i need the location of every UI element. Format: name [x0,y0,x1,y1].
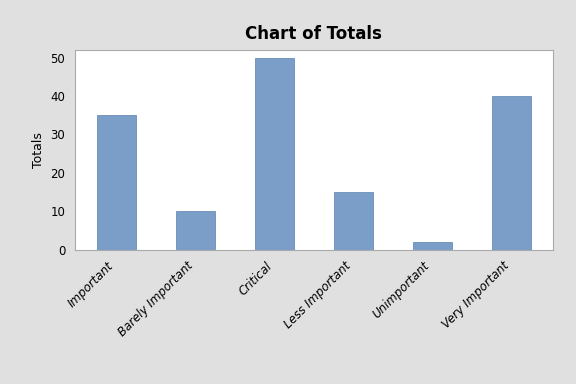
Bar [176,211,215,250]
Bar [412,242,452,250]
Bar [255,58,294,250]
Y-axis label: Totals: Totals [32,132,45,168]
Bar [97,115,136,250]
Bar [334,192,373,250]
Bar [492,96,531,250]
Title: Chart of Totals: Chart of Totals [245,25,382,43]
